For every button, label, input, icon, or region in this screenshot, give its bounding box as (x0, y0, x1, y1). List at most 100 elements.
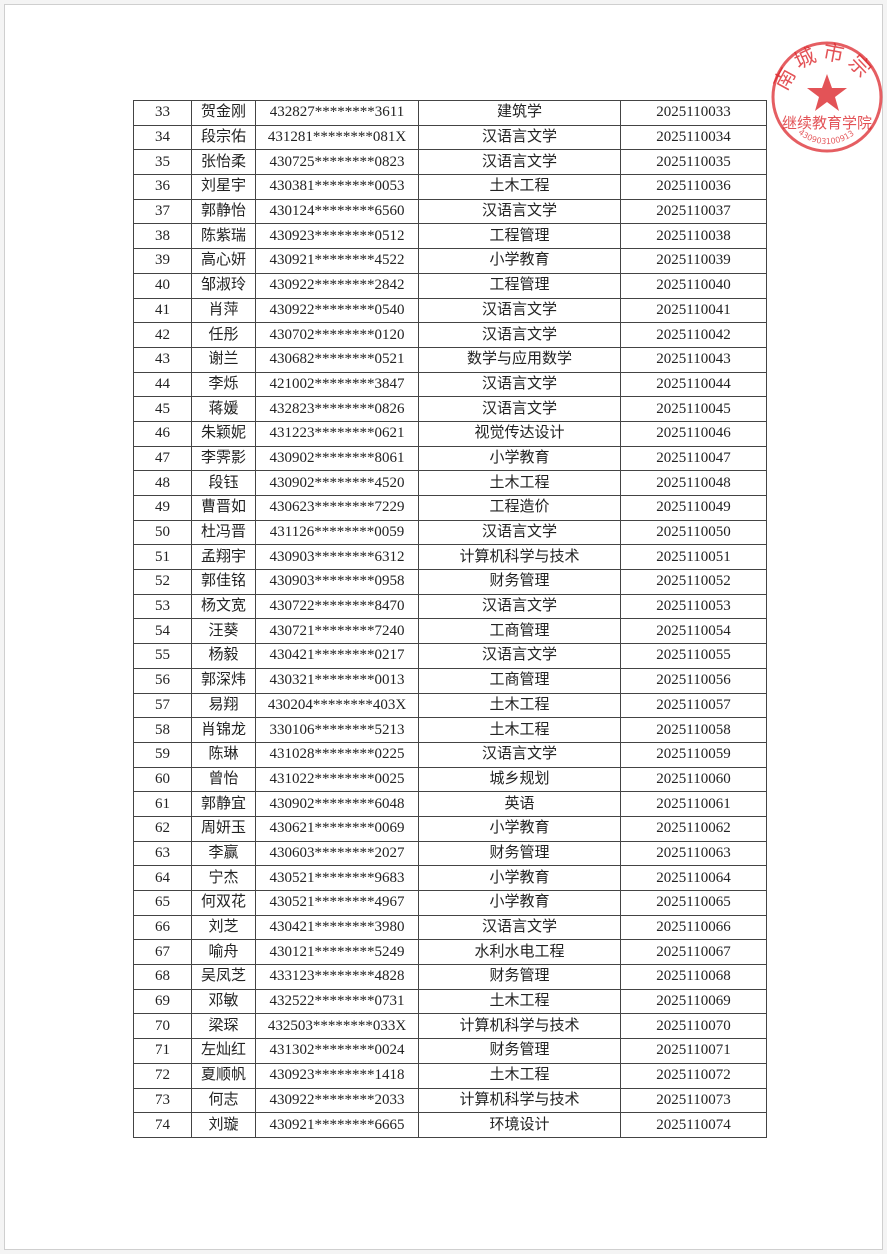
student-name: 杜冯晋 (191, 519, 256, 546)
table-row: 48 段钰 430902********4520 土木工程 2025110048 (133, 470, 767, 496)
major: 汉语言文学 (418, 149, 621, 176)
table-row: 40 邹淑玲 430922********2842 工程管理 2025110040 (133, 272, 767, 299)
id-number: 430725********0823 (255, 149, 419, 176)
table-body: 33 贺金刚 432827********3611 建筑学 2025110033 34 段宗… (133, 100, 767, 1138)
major: 汉语言文学 (418, 371, 621, 398)
major: 汉语言文学 (418, 124, 621, 151)
table-row: 66 刘芝 430421********3980 汉语言文学 2025110066 (133, 914, 767, 941)
table-row: 34 段宗佑 431281********081X 汉语言文学 2025110034 (133, 124, 767, 151)
major: 英语 (418, 791, 621, 817)
student-number: 2025110054 (620, 618, 767, 645)
id-number: 430421********3980 (255, 914, 419, 941)
student-name: 邹淑玲 (191, 272, 256, 299)
id-number: 430124********6560 (255, 198, 419, 225)
table-row: 49 曹晋如 430623********7229 工程造价 2025110049 (133, 495, 767, 521)
student-number: 2025110041 (620, 297, 767, 324)
row-number: 52 (133, 569, 192, 595)
row-number: 37 (133, 198, 192, 225)
row-number: 41 (133, 297, 192, 324)
row-number: 67 (133, 939, 192, 966)
id-number: 431281********081X (255, 124, 419, 151)
row-number: 53 (133, 593, 192, 620)
id-number: 432522********0731 (255, 988, 419, 1015)
student-name: 吴凤芝 (191, 964, 256, 990)
student-number: 2025110039 (620, 248, 767, 274)
student-name: 周妍玉 (191, 815, 256, 842)
student-number: 2025110044 (620, 371, 767, 398)
table-row: 63 李赢 430603********2027 财务管理 2025110063 (133, 840, 767, 867)
row-number: 50 (133, 519, 192, 546)
table-row: 46 朱颖妮 431223********0621 视觉传达设计 2025110046 (133, 420, 767, 447)
student-number: 2025110072 (620, 1062, 767, 1089)
table-row: 37 郭静怡 430124********6560 汉语言文学 2025110037 (133, 198, 767, 225)
row-number: 68 (133, 964, 192, 990)
student-name: 谢兰 (191, 346, 256, 373)
student-name: 孟翔宇 (191, 544, 256, 571)
table-row: 56 郭深炜 430321********0013 工商管理 2025110056 (133, 667, 767, 694)
student-name: 郭静宜 (191, 791, 256, 817)
major: 土木工程 (418, 988, 621, 1015)
table-row: 47 李霁影 430902********8061 小学教育 2025110047 (133, 445, 767, 472)
student-number: 2025110038 (620, 223, 767, 250)
student-name: 陈琳 (191, 741, 256, 768)
row-number: 44 (133, 371, 192, 398)
table-row: 62 周妍玉 430621********0069 小学教育 2025110062 (133, 815, 767, 842)
major: 工商管理 (418, 618, 621, 645)
student-number: 2025110053 (620, 593, 767, 620)
major: 土木工程 (418, 470, 621, 496)
major: 数学与应用数学 (418, 346, 621, 373)
major: 工程管理 (418, 272, 621, 299)
major: 汉语言文学 (418, 322, 621, 348)
table-row: 51 孟翔宇 430903********6312 计算机科学与技术 202511005… (133, 544, 767, 571)
id-number: 430321********0013 (255, 667, 419, 694)
major: 小学教育 (418, 815, 621, 842)
student-name: 易翔 (191, 692, 256, 719)
id-number: 430682********0521 (255, 346, 419, 373)
row-number: 61 (133, 791, 192, 817)
major: 计算机科学与技术 (418, 544, 621, 571)
row-number: 70 (133, 1013, 192, 1040)
id-number: 430702********0120 (255, 322, 419, 348)
student-number: 2025110035 (620, 149, 767, 176)
row-number: 43 (133, 346, 192, 373)
id-number: 430902********8061 (255, 445, 419, 472)
row-number: 72 (133, 1062, 192, 1089)
student-number: 2025110043 (620, 346, 767, 373)
table-row: 64 宁杰 430521********9683 小学教育 2025110064 (133, 865, 767, 891)
student-name: 宁杰 (191, 865, 256, 891)
id-number: 430421********0217 (255, 643, 419, 669)
student-name: 夏顺帆 (191, 1062, 256, 1089)
id-number: 430921********6665 (255, 1112, 419, 1138)
major: 工商管理 (418, 667, 621, 694)
table-row: 72 夏顺帆 430923********1418 土木工程 2025110072 (133, 1062, 767, 1089)
student-number: 2025110055 (620, 643, 767, 669)
student-number: 2025110040 (620, 272, 767, 299)
table-row: 42 任彤 430702********0120 汉语言文学 2025110042 (133, 322, 767, 348)
student-number: 2025110061 (620, 791, 767, 817)
student-name: 朱颖妮 (191, 420, 256, 447)
table-row: 74 刘璇 430921********6665 环境设计 2025110074 (133, 1112, 767, 1138)
id-number: 430922********2033 (255, 1087, 419, 1114)
id-number: 431223********0621 (255, 420, 419, 447)
major: 汉语言文学 (418, 297, 621, 324)
row-number: 74 (133, 1112, 192, 1138)
student-name: 曹晋如 (191, 495, 256, 521)
major: 汉语言文学 (418, 643, 621, 669)
row-number: 47 (133, 445, 192, 472)
id-number: 433123********4828 (255, 964, 419, 990)
major: 汉语言文学 (418, 198, 621, 225)
row-number: 57 (133, 692, 192, 719)
major: 小学教育 (418, 890, 621, 916)
student-name: 蒋媛 (191, 396, 256, 422)
student-number: 2025110065 (620, 890, 767, 916)
student-name: 李赢 (191, 840, 256, 867)
table-row: 58 肖锦龙 330106********5213 土木工程 2025110058 (133, 717, 767, 743)
row-number: 51 (133, 544, 192, 571)
id-number: 431126********0059 (255, 519, 419, 546)
major: 汉语言文学 (418, 741, 621, 768)
table-row: 70 梁琛 432503********033X 计算机科学与技术 2025110070 (133, 1013, 767, 1040)
table-row: 67 喻舟 430121********5249 水利水电工程 2025110067 (133, 939, 767, 966)
student-number: 2025110060 (620, 766, 767, 793)
major: 工程造价 (418, 495, 621, 521)
student-name: 段钰 (191, 470, 256, 496)
